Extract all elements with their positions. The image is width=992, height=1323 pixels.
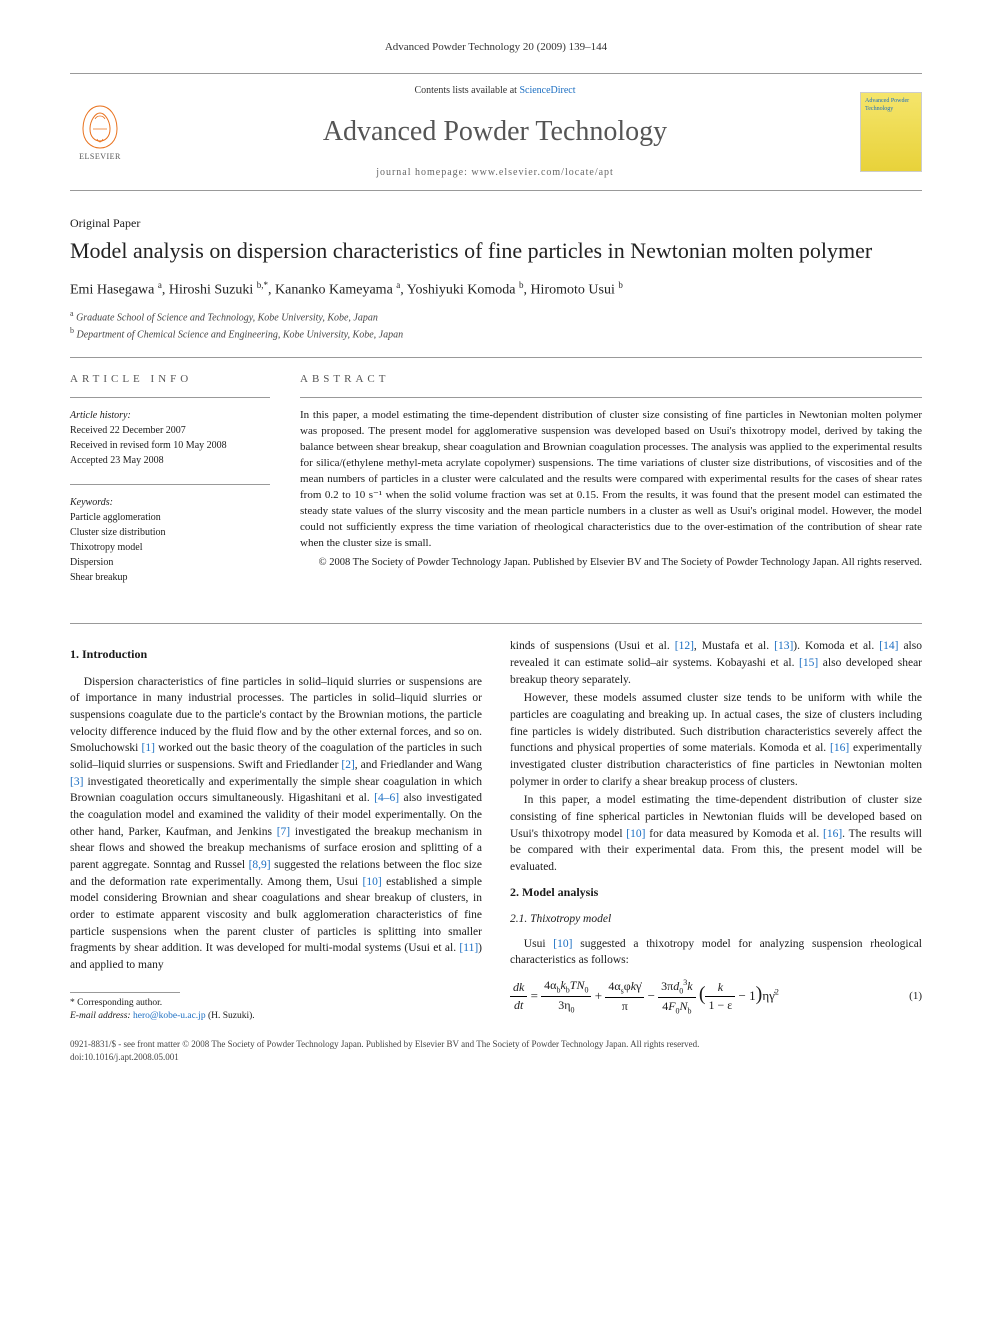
journal-title: Advanced Powder Technology — [146, 112, 844, 151]
article-history-label: Article history: — [70, 408, 270, 423]
affiliation: a Graduate School of Science and Technol… — [70, 308, 922, 325]
citation-ref[interactable]: [1] — [142, 742, 155, 754]
section-heading-intro: 1. Introduction — [70, 646, 482, 663]
keyword: Cluster size distribution — [70, 525, 270, 540]
keyword: Shear breakup — [70, 570, 270, 585]
journal-homepage-line: journal homepage: www.elsevier.com/locat… — [146, 166, 844, 180]
history-line: Accepted 23 May 2008 — [70, 453, 270, 468]
citation-ref[interactable]: [10] — [363, 876, 382, 888]
journal-cover-thumbnail: Advanced Powder Technology — [860, 92, 922, 172]
history-line: Received in revised form 10 May 2008 — [70, 438, 270, 453]
citation-ref[interactable]: [12] — [675, 640, 694, 652]
article-body: 1. Introduction Dispersion characteristi… — [70, 638, 922, 1024]
abstract-heading: ABSTRACT — [300, 372, 922, 387]
body-paragraph: However, these models assumed cluster si… — [510, 690, 922, 790]
citation-ref[interactable]: [14] — [879, 640, 898, 652]
equation-1: dkdt = 4αbkbTN03η0 + 4αsφkγ̇π − 3πd03k4F… — [510, 977, 922, 1017]
journal-masthead: ELSEVIER Contents lists available at Sci… — [70, 73, 922, 190]
history-line: Received 22 December 2007 — [70, 423, 270, 438]
section-heading-model: 2. Model analysis — [510, 884, 922, 901]
elsevier-logo: ELSEVIER — [70, 97, 130, 167]
contents-prefix: Contents lists available at — [414, 85, 519, 96]
divider — [70, 623, 922, 624]
citation-ref[interactable]: [8,9] — [249, 859, 271, 871]
keywords-label: Keywords: — [70, 495, 270, 510]
citation-ref[interactable]: [11] — [459, 942, 478, 954]
doi: doi:10.1016/j.apt.2008.05.001 — [70, 1051, 922, 1064]
email-label: E-mail address: — [70, 1011, 131, 1021]
divider — [70, 397, 270, 398]
author-list: Emi Hasegawa a, Hiroshi Suzuki b,*, Kana… — [70, 279, 922, 300]
divider — [300, 397, 922, 398]
abstract-text: In this paper, a model estimating the ti… — [300, 408, 922, 551]
sciencedirect-link[interactable]: ScienceDirect — [519, 85, 575, 96]
divider — [70, 484, 270, 485]
citation-ref[interactable]: [15] — [799, 657, 818, 669]
citation-ref[interactable]: [2] — [341, 759, 354, 771]
citation-ref[interactable]: [16] — [830, 742, 849, 754]
citation-ref[interactable]: [10] — [553, 938, 572, 950]
equation-number: (1) — [909, 989, 922, 1005]
body-paragraph: In this paper, a model estimating the ti… — [510, 792, 922, 875]
citation-ref[interactable]: [16] — [823, 828, 842, 840]
homepage-url[interactable]: www.elsevier.com/locate/apt — [471, 167, 613, 178]
paper-title: Model analysis on dispersion characteris… — [70, 237, 922, 265]
publisher-name: ELSEVIER — [79, 151, 121, 162]
citation-ref[interactable]: [13] — [774, 640, 793, 652]
article-info-heading: ARTICLE INFO — [70, 372, 270, 387]
running-head: Advanced Powder Technology 20 (2009) 139… — [70, 40, 922, 55]
citation-ref[interactable]: [3] — [70, 776, 83, 788]
homepage-prefix: journal homepage: — [376, 167, 471, 178]
citation-ref[interactable]: [4–6] — [374, 792, 399, 804]
contents-available-line: Contents lists available at ScienceDirec… — [146, 84, 844, 98]
subsection-heading-thixotropy: 2.1. Thixotropy model — [510, 911, 922, 928]
keyword: Thixotropy model — [70, 540, 270, 555]
author-email-link[interactable]: hero@kobe-u.ac.jp — [133, 1011, 206, 1021]
body-paragraph: Dispersion characteristics of fine parti… — [70, 674, 482, 974]
issn-copyright: 0921-8831/$ - see front matter © 2008 Th… — [70, 1038, 922, 1051]
divider — [70, 357, 922, 358]
abstract-copyright: © 2008 The Society of Powder Technology … — [300, 556, 922, 571]
keyword: Dispersion — [70, 555, 270, 570]
corresponding-author: * Corresponding author. — [70, 997, 482, 1010]
keyword: Particle agglomeration — [70, 510, 270, 525]
footnote-block: * Corresponding author. E-mail address: … — [70, 997, 482, 1024]
footnote-rule — [70, 992, 180, 993]
body-paragraph: kinds of suspensions (Usui et al. [12], … — [510, 638, 922, 688]
citation-ref[interactable]: [10] — [626, 828, 645, 840]
affiliation: b Department of Chemical Science and Eng… — [70, 325, 922, 342]
body-paragraph: Usui [10] suggested a thixotropy model f… — [510, 936, 922, 969]
paper-type: Original Paper — [70, 215, 922, 232]
citation-ref[interactable]: [7] — [277, 826, 290, 838]
email-person: (H. Suzuki). — [208, 1011, 255, 1021]
